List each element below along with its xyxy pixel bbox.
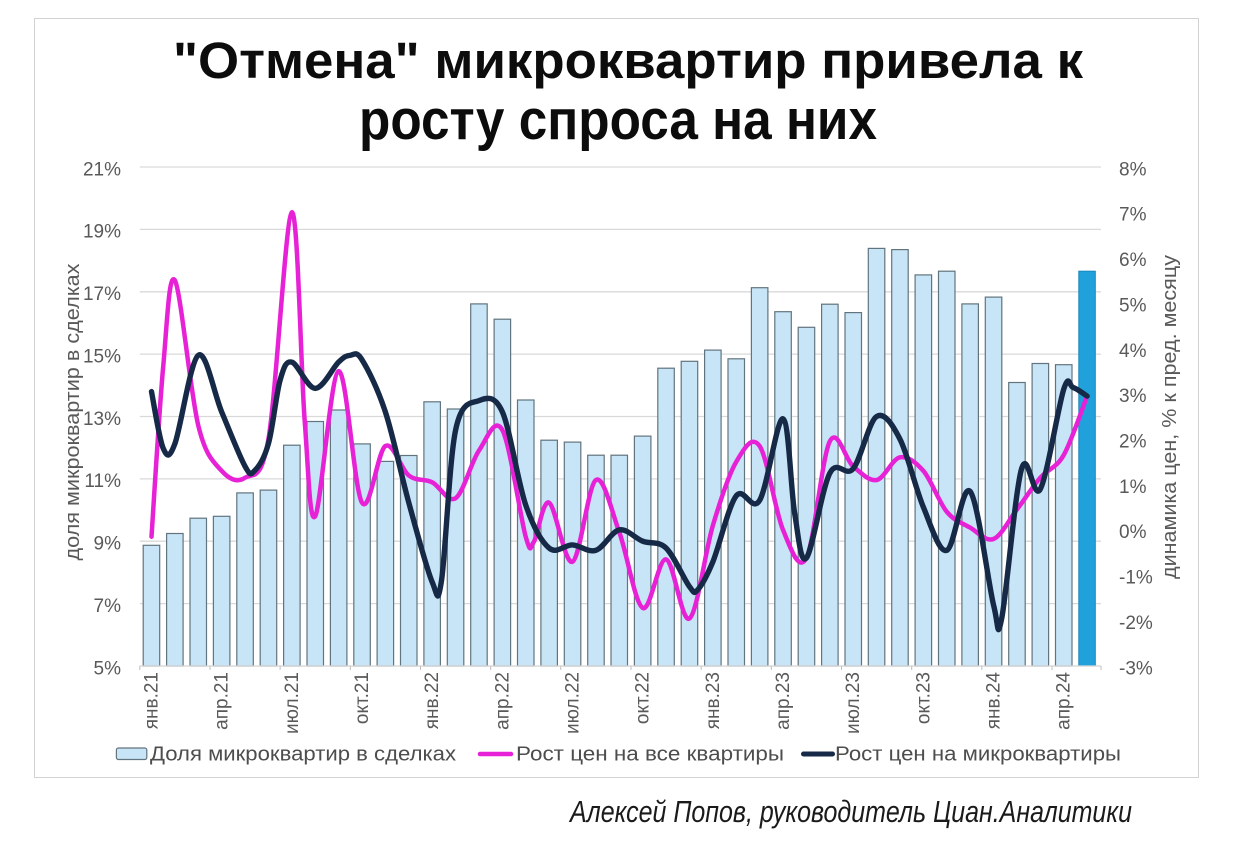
svg-text:апр.24: апр.24 xyxy=(1054,672,1075,730)
svg-text:21%: 21% xyxy=(83,159,121,180)
svg-text:янв.23: янв.23 xyxy=(703,672,724,729)
svg-text:окт.22: окт.22 xyxy=(633,672,654,724)
svg-text:1%: 1% xyxy=(1119,477,1147,498)
svg-text:19%: 19% xyxy=(83,222,121,243)
svg-text:"Отмена" микроквартир привела: "Отмена" микроквартир привела к xyxy=(173,32,1083,89)
svg-text:доля микроквартир в сделках: доля микроквартир в сделках xyxy=(62,264,84,561)
svg-text:апр.21: апр.21 xyxy=(212,672,233,730)
svg-text:июл.21: июл.21 xyxy=(282,672,303,734)
svg-text:9%: 9% xyxy=(94,534,122,555)
svg-text:-2%: -2% xyxy=(1119,613,1153,634)
svg-text:Алексей Попов, руководитель Ци: Алексей Попов, руководитель Циан.Аналити… xyxy=(568,794,1132,829)
svg-text:13%: 13% xyxy=(83,409,121,430)
svg-text:7%: 7% xyxy=(1119,205,1147,226)
svg-text:июл.22: июл.22 xyxy=(563,672,584,734)
svg-text:янв.22: янв.22 xyxy=(422,672,443,729)
svg-text:15%: 15% xyxy=(83,346,121,367)
svg-text:7%: 7% xyxy=(94,596,122,617)
svg-text:5%: 5% xyxy=(94,658,122,679)
svg-text:-3%: -3% xyxy=(1119,658,1153,679)
svg-text:5%: 5% xyxy=(1119,295,1147,316)
svg-text:6%: 6% xyxy=(1119,250,1147,271)
svg-text:Доля микроквартир в сделках: Доля микроквартир в сделках xyxy=(150,743,457,766)
svg-text:янв.24: янв.24 xyxy=(984,672,1005,730)
svg-text:окт.23: окт.23 xyxy=(913,672,934,724)
svg-text:-1%: -1% xyxy=(1119,568,1153,589)
svg-text:окт.21: окт.21 xyxy=(352,672,373,724)
svg-text:17%: 17% xyxy=(83,284,121,305)
svg-text:июл.23: июл.23 xyxy=(843,672,864,734)
svg-text:0%: 0% xyxy=(1119,522,1147,543)
svg-text:3%: 3% xyxy=(1119,386,1147,407)
svg-text:Рост цен на микроквартиры: Рост цен на микроквартиры xyxy=(835,743,1121,766)
svg-text:4%: 4% xyxy=(1119,341,1147,362)
svg-text:8%: 8% xyxy=(1119,159,1147,180)
svg-text:2%: 2% xyxy=(1119,432,1147,453)
svg-text:апр.22: апр.22 xyxy=(492,672,513,730)
svg-text:динамика цен, % к пред. месяцу: динамика цен, % к пред. месяцу xyxy=(1159,255,1181,579)
svg-text:Рост цен на все квартиры: Рост цен на все квартиры xyxy=(516,743,784,766)
svg-text:11%: 11% xyxy=(84,471,121,492)
svg-text:росту спроса на них: росту спроса на них xyxy=(359,88,877,152)
svg-text:апр.23: апр.23 xyxy=(773,672,794,730)
svg-text:янв.21: янв.21 xyxy=(142,672,163,729)
